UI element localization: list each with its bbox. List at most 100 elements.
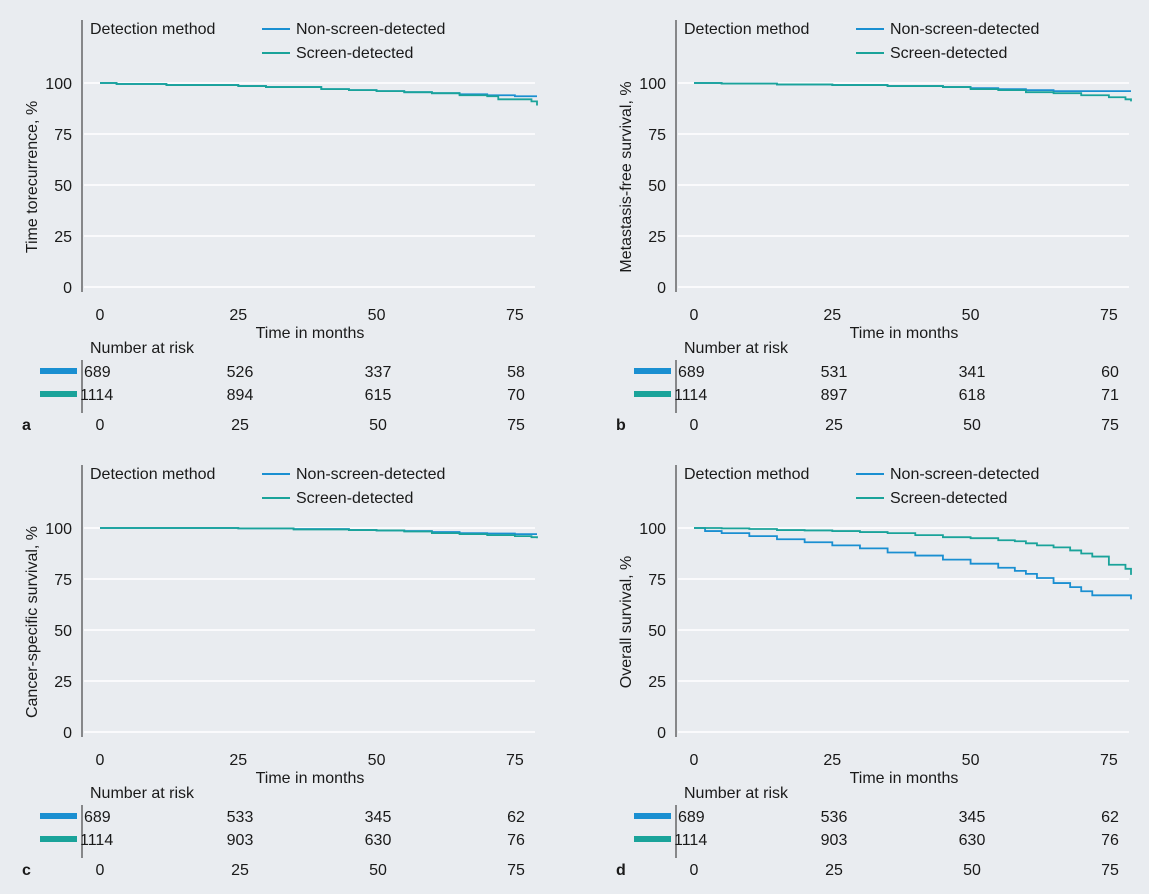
- y-axis-title: Cancer-specific survival, %: [24, 526, 41, 718]
- km-curve-screen: [100, 82, 538, 106]
- legend-label: Screen-detected: [890, 490, 1007, 507]
- y-tick-label: 75: [54, 572, 72, 589]
- panel-label: a: [22, 417, 31, 434]
- y-tick-label: 25: [648, 674, 666, 691]
- x-tick-label: 25: [823, 752, 841, 769]
- risk-count: 536: [821, 809, 848, 826]
- risk-row-swatch: [40, 368, 77, 374]
- y-tick-label: 100: [639, 76, 666, 93]
- risk-count: 894: [227, 387, 254, 404]
- risk-count: 71: [1101, 387, 1119, 404]
- y-tick-label: 75: [54, 127, 72, 144]
- km-curve-screen: [694, 82, 1132, 102]
- risk-count: 689: [84, 364, 111, 381]
- risk-row-swatch: [634, 813, 671, 819]
- risk-x-tick-label: 25: [825, 417, 843, 434]
- risk-count: 903: [227, 832, 254, 849]
- y-tick-label: 0: [657, 280, 666, 297]
- risk-count: 618: [959, 387, 986, 404]
- risk-count: 60: [1101, 364, 1119, 381]
- risk-count: 76: [507, 832, 525, 849]
- risk-count: 630: [365, 832, 392, 849]
- panel-label: d: [616, 862, 626, 879]
- risk-row-swatch: [634, 391, 671, 397]
- risk-table-title: Number at risk: [684, 340, 789, 357]
- km-curve-non-screen: [694, 527, 1132, 600]
- legend-label: Screen-detected: [296, 45, 413, 62]
- x-tick-label: 50: [368, 752, 386, 769]
- risk-count: 1114: [674, 832, 707, 849]
- legend-label: Non-screen-detected: [890, 21, 1039, 38]
- x-tick-label: 50: [368, 307, 386, 324]
- legend-label: Non-screen-detected: [296, 21, 445, 38]
- risk-count: 76: [1101, 832, 1119, 849]
- risk-x-tick-label: 50: [369, 417, 387, 434]
- x-tick-label: 0: [690, 752, 699, 769]
- x-tick-label: 75: [1100, 752, 1118, 769]
- legend-label: Non-screen-detected: [296, 466, 445, 483]
- legend-title: Detection method: [90, 21, 215, 38]
- risk-x-tick-label: 0: [96, 862, 105, 879]
- risk-count: 70: [507, 387, 525, 404]
- risk-x-tick-label: 75: [1101, 417, 1119, 434]
- x-tick-label: 0: [96, 307, 105, 324]
- x-axis-title: Time in months: [850, 325, 959, 342]
- risk-count: 337: [365, 364, 392, 381]
- legend-title: Detection method: [684, 466, 809, 483]
- risk-x-tick-label: 25: [825, 862, 843, 879]
- risk-row-swatch: [634, 836, 671, 842]
- risk-x-tick-label: 75: [507, 417, 525, 434]
- risk-row-swatch: [40, 836, 77, 842]
- risk-x-tick-label: 0: [96, 417, 105, 434]
- x-tick-label: 25: [229, 752, 247, 769]
- plot-area: [82, 465, 537, 737]
- risk-x-tick-label: 50: [369, 862, 387, 879]
- y-tick-label: 25: [54, 229, 72, 246]
- risk-table-title: Number at risk: [684, 785, 789, 802]
- panel-d: 0 25 50 75 100 0 25 50 75 Time in months Overall s…: [616, 465, 1132, 879]
- risk-x-tick-label: 75: [1101, 862, 1119, 879]
- plot-area: [82, 20, 537, 292]
- panel-label: b: [616, 417, 626, 434]
- risk-count: 526: [227, 364, 254, 381]
- legend-label: Screen-detected: [890, 45, 1007, 62]
- x-axis-title: Time in months: [256, 770, 365, 787]
- legend-title: Detection method: [90, 466, 215, 483]
- x-axis-title: Time in months: [850, 770, 959, 787]
- y-tick-label: 100: [639, 521, 666, 538]
- risk-count: 341: [959, 364, 986, 381]
- y-tick-label: 25: [54, 674, 72, 691]
- km-curve-screen: [694, 527, 1132, 575]
- risk-x-tick-label: 50: [963, 862, 981, 879]
- y-tick-label: 0: [63, 725, 72, 742]
- legend-label: Screen-detected: [296, 490, 413, 507]
- y-tick-label: 0: [657, 725, 666, 742]
- risk-count: 689: [678, 364, 705, 381]
- risk-count: 531: [821, 364, 848, 381]
- y-tick-label: 50: [648, 178, 666, 195]
- risk-row-swatch: [40, 391, 77, 397]
- y-axis-title: Time torecurrence, %: [24, 101, 41, 253]
- km-curve-screen: [100, 527, 538, 539]
- risk-table-title: Number at risk: [90, 785, 195, 802]
- risk-row-swatch: [634, 368, 671, 374]
- y-tick-label: 25: [648, 229, 666, 246]
- y-tick-label: 50: [54, 178, 72, 195]
- risk-count: 62: [1101, 809, 1119, 826]
- x-tick-label: 50: [962, 307, 980, 324]
- risk-count: 689: [84, 809, 111, 826]
- risk-x-tick-label: 0: [690, 417, 699, 434]
- y-tick-label: 50: [54, 623, 72, 640]
- risk-count: 1114: [674, 387, 707, 404]
- risk-count: 533: [227, 809, 254, 826]
- risk-count: 345: [365, 809, 392, 826]
- panel-label: c: [22, 862, 31, 879]
- x-axis-title: Time in months: [256, 325, 365, 342]
- risk-count: 903: [821, 832, 848, 849]
- x-tick-label: 75: [506, 307, 524, 324]
- x-tick-label: 75: [506, 752, 524, 769]
- x-tick-label: 0: [690, 307, 699, 324]
- risk-x-tick-label: 25: [231, 417, 249, 434]
- panel-c: 0 25 50 75 100 0 25 50 75 Time in months Cancer-sp…: [22, 465, 538, 879]
